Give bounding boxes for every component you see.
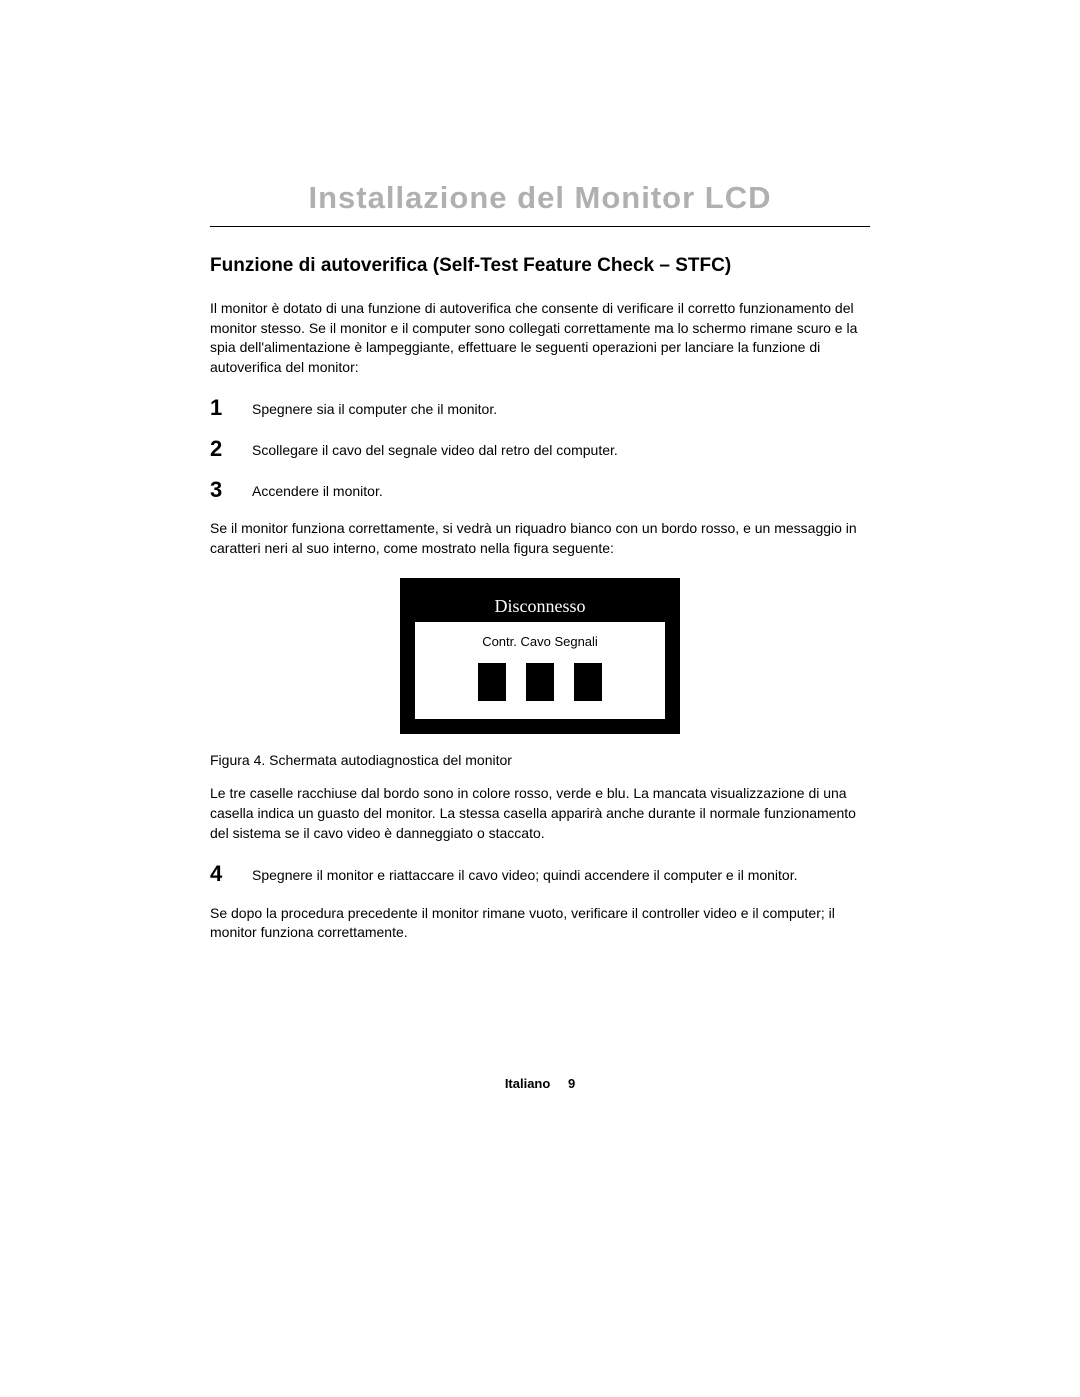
color-box-green — [526, 663, 554, 701]
figure-squares — [415, 663, 665, 701]
footer-language: Italiano — [505, 1076, 551, 1091]
step-text: Scollegare il cavo del segnale video dal… — [252, 438, 618, 461]
step-number: 2 — [210, 438, 252, 460]
figure-header: Disconnesso — [415, 593, 665, 622]
step-row: 4 Spegnere il monitor e riattaccare il c… — [210, 863, 870, 886]
page-footer: Italiano 9 — [0, 1076, 1080, 1091]
figure-box: Disconnesso Contr. Cavo Segnali — [400, 578, 680, 734]
color-box-red — [478, 663, 506, 701]
step-row: 3 Accendere il monitor. — [210, 479, 870, 502]
document-page: Installazione del Monitor LCD Funzione d… — [210, 180, 870, 963]
step-text: Spegnere il monitor e riattaccare il cav… — [252, 863, 798, 886]
figure-caption: Figura 4. Schermata autodiagnostica del … — [210, 752, 870, 768]
color-box-blue — [574, 663, 602, 701]
intro-paragraph: Il monitor è dotato di una funzione di a… — [210, 299, 870, 377]
step-number: 4 — [210, 863, 252, 885]
figure-inner: Disconnesso Contr. Cavo Segnali — [414, 592, 666, 720]
closing-paragraph: Se dopo la procedura precedente il monit… — [210, 904, 870, 943]
step-text: Accendere il monitor. — [252, 479, 383, 502]
step-number: 1 — [210, 397, 252, 419]
step-row: 1 Spegnere sia il computer che il monito… — [210, 397, 870, 420]
figure-subtext: Contr. Cavo Segnali — [415, 634, 665, 649]
step-text: Spegnere sia il computer che il monitor. — [252, 397, 497, 420]
step-row: 2 Scollegare il cavo del segnale video d… — [210, 438, 870, 461]
footer-page-number: 9 — [568, 1076, 575, 1091]
section-subtitle: Funzione di autoverifica (Self-Test Feat… — [210, 255, 870, 277]
main-title: Installazione del Monitor LCD — [210, 180, 870, 227]
step-number: 3 — [210, 479, 252, 501]
after-figure-paragraph: Le tre caselle racchiuse dal bordo sono … — [210, 784, 870, 843]
mid-paragraph: Se il monitor funziona correttamente, si… — [210, 519, 870, 558]
